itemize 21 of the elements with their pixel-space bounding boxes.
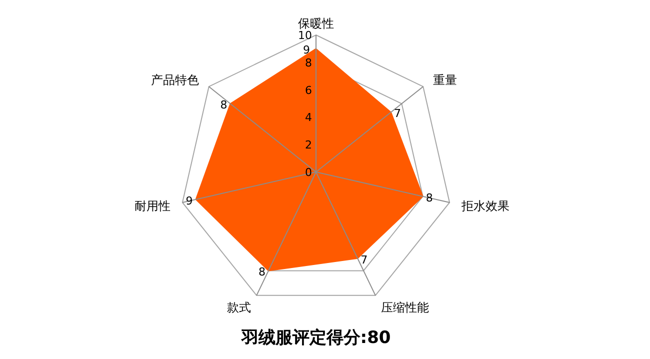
data-label: 9 xyxy=(186,194,193,208)
y-tick-label: 10 xyxy=(298,29,312,42)
data-label: 7 xyxy=(394,107,401,120)
data-label: 8 xyxy=(258,266,266,279)
data-label: 8 xyxy=(220,98,228,112)
data-label: 9 xyxy=(303,44,310,57)
text: 羽绒服评定得分:80 xyxy=(240,328,391,348)
y-tick-label: 6 xyxy=(305,84,312,97)
spoke-label: 压缩性能 xyxy=(380,300,429,315)
y-tick-label: 8 xyxy=(305,56,312,70)
data-label: 7 xyxy=(360,253,368,266)
spoke-label: 重量 xyxy=(432,72,457,87)
data-label: 8 xyxy=(426,191,433,204)
spoke-label: 保暖性 xyxy=(298,16,334,31)
spoke-label: 耐用性 xyxy=(134,199,170,214)
y-tick-label: 2 xyxy=(305,138,312,152)
spoke-label: 款式 xyxy=(227,300,252,315)
y-tick-label: 0 xyxy=(305,166,312,179)
spoke-label: 产品特色 xyxy=(151,72,200,87)
y-tick-label: 4 xyxy=(305,111,312,124)
spoke-label: 拒水效果 xyxy=(460,199,510,214)
